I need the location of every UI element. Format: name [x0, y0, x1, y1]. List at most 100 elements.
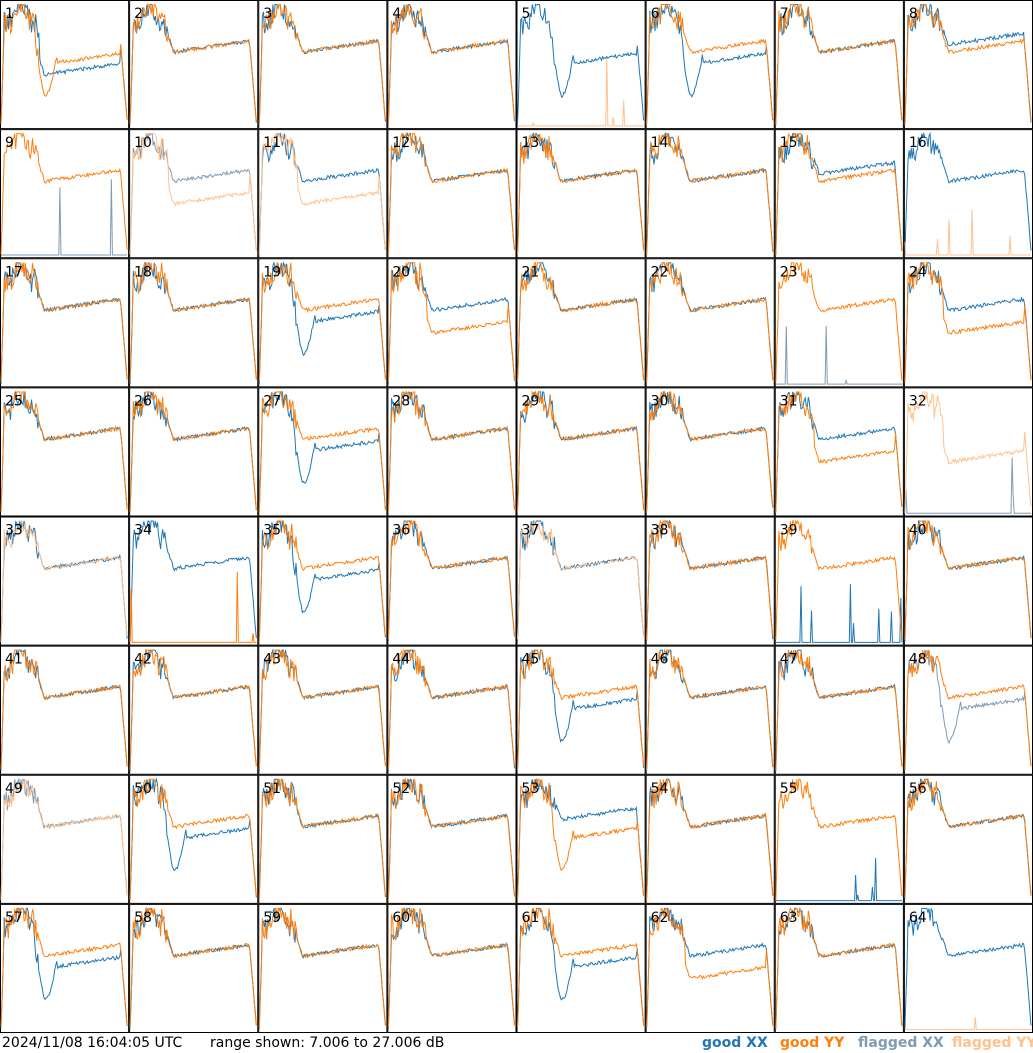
yy-series-line	[0, 649, 128, 770]
panel-number-label: 58	[134, 910, 152, 926]
panel-frame	[387, 645, 517, 775]
panel-frame	[258, 774, 388, 904]
yy-series-line	[775, 132, 903, 256]
antenna-panel-58: 58	[129, 903, 259, 1033]
yy-series-line	[646, 133, 774, 256]
legend-good-xx: good XX	[702, 1035, 768, 1051]
panel-frame	[258, 258, 388, 388]
yy-series-line	[904, 777, 1032, 898]
xx-series-line	[258, 391, 386, 511]
antenna-panel-44: 44	[387, 645, 517, 775]
panel-number-label: 16	[909, 135, 927, 151]
panel-number-label: 59	[263, 910, 281, 926]
xx-series-line	[0, 262, 128, 385]
panel-number-label: 45	[522, 652, 540, 668]
xx-series-line	[904, 131, 1032, 255]
panel-frame	[774, 516, 904, 646]
panel-number-label: 48	[909, 652, 927, 668]
panel-frame	[645, 387, 775, 517]
yy-series-line	[387, 520, 515, 640]
panel-number-label: 30	[651, 393, 669, 409]
panel-frame	[645, 129, 775, 259]
xx-series-line	[258, 520, 386, 642]
yy-series-line	[129, 133, 257, 255]
xx-series-line	[904, 457, 1031, 514]
panel-number-label: 34	[134, 523, 152, 539]
panel-frame	[645, 774, 775, 904]
panel-frame	[0, 774, 130, 904]
panel-frame	[0, 0, 130, 130]
panel-frame	[129, 516, 259, 646]
panel-number-label: 46	[651, 652, 669, 668]
xx-series-line	[904, 519, 1032, 642]
xx-series-line	[646, 907, 774, 1029]
xx-series-line	[387, 262, 515, 385]
yy-series-line	[258, 649, 386, 770]
panel-frame	[645, 645, 775, 775]
yy-series-line	[775, 391, 903, 514]
panel-number-label: 31	[780, 393, 798, 409]
yy-series-line	[0, 779, 128, 901]
antenna-panel-55: 55	[774, 774, 904, 904]
yy-series-line	[0, 391, 128, 512]
yy-series-line	[517, 649, 645, 771]
antenna-panel-54: 54	[645, 774, 775, 904]
yy-series-line	[129, 907, 257, 1028]
yy-series-line	[258, 261, 386, 382]
xx-series-line	[904, 777, 1032, 899]
antenna-panel-40: 40	[903, 516, 1033, 646]
panel-number-label: 1	[5, 6, 14, 22]
xx-series-line	[517, 649, 645, 772]
yy-series-line	[387, 778, 515, 901]
xx-series-line	[646, 519, 774, 642]
xx-series-line	[775, 133, 903, 255]
xx-series-line	[129, 132, 257, 255]
antenna-panel-17: 17	[0, 258, 130, 388]
yy-series-line	[258, 778, 386, 901]
xx-series-line	[0, 520, 128, 641]
panel-number-label: 25	[5, 393, 23, 409]
panel-frame	[387, 0, 517, 130]
antenna-panel-45: 45	[516, 645, 646, 775]
xx-series-line	[0, 907, 128, 1028]
yy-series-line	[258, 906, 386, 1028]
panel-frame	[258, 516, 388, 646]
yy-series-line	[517, 389, 645, 513]
xx-series-line	[129, 777, 257, 898]
xx-series-line	[517, 779, 645, 899]
panel-frame	[774, 0, 904, 130]
panel-number-label: 43	[263, 652, 281, 668]
legend-flagged-xx: flagged XX	[858, 1035, 944, 1051]
panel-number-label: 49	[5, 781, 23, 797]
yy-series-line	[646, 907, 774, 1028]
panel-frame	[774, 903, 904, 1033]
yy-series-line	[129, 778, 257, 901]
panel-number-label: 18	[134, 264, 152, 280]
panel-frame	[645, 903, 775, 1033]
yy-series-line	[904, 520, 1032, 641]
xx-series-line	[646, 391, 774, 512]
yy-series-line	[258, 4, 386, 125]
panel-number-label: 32	[909, 393, 927, 409]
antenna-panel-26: 26	[129, 387, 259, 517]
xx-series-line	[517, 520, 645, 642]
panel-number-label: 38	[651, 523, 669, 539]
xx-series-line	[258, 778, 386, 898]
yy-series-line	[904, 391, 1032, 514]
panel-frame	[516, 774, 646, 904]
xx-series-line	[0, 3, 128, 124]
xx-series-line	[0, 649, 128, 772]
antenna-panel-31: 31	[774, 387, 904, 517]
yy-series-line	[775, 519, 903, 640]
panel-frame	[516, 129, 646, 259]
panel-number-label: 17	[5, 264, 23, 280]
yy-series-line	[517, 133, 645, 256]
antenna-panel-48: 48	[903, 645, 1033, 775]
panel-number-label: 11	[263, 135, 281, 151]
antenna-panel-25: 25	[0, 387, 130, 517]
panel-frame	[129, 387, 259, 517]
yy-series-line	[129, 571, 257, 643]
panel-frame	[516, 903, 646, 1033]
xx-series-line	[904, 649, 1032, 769]
yy-series-line	[646, 4, 774, 125]
